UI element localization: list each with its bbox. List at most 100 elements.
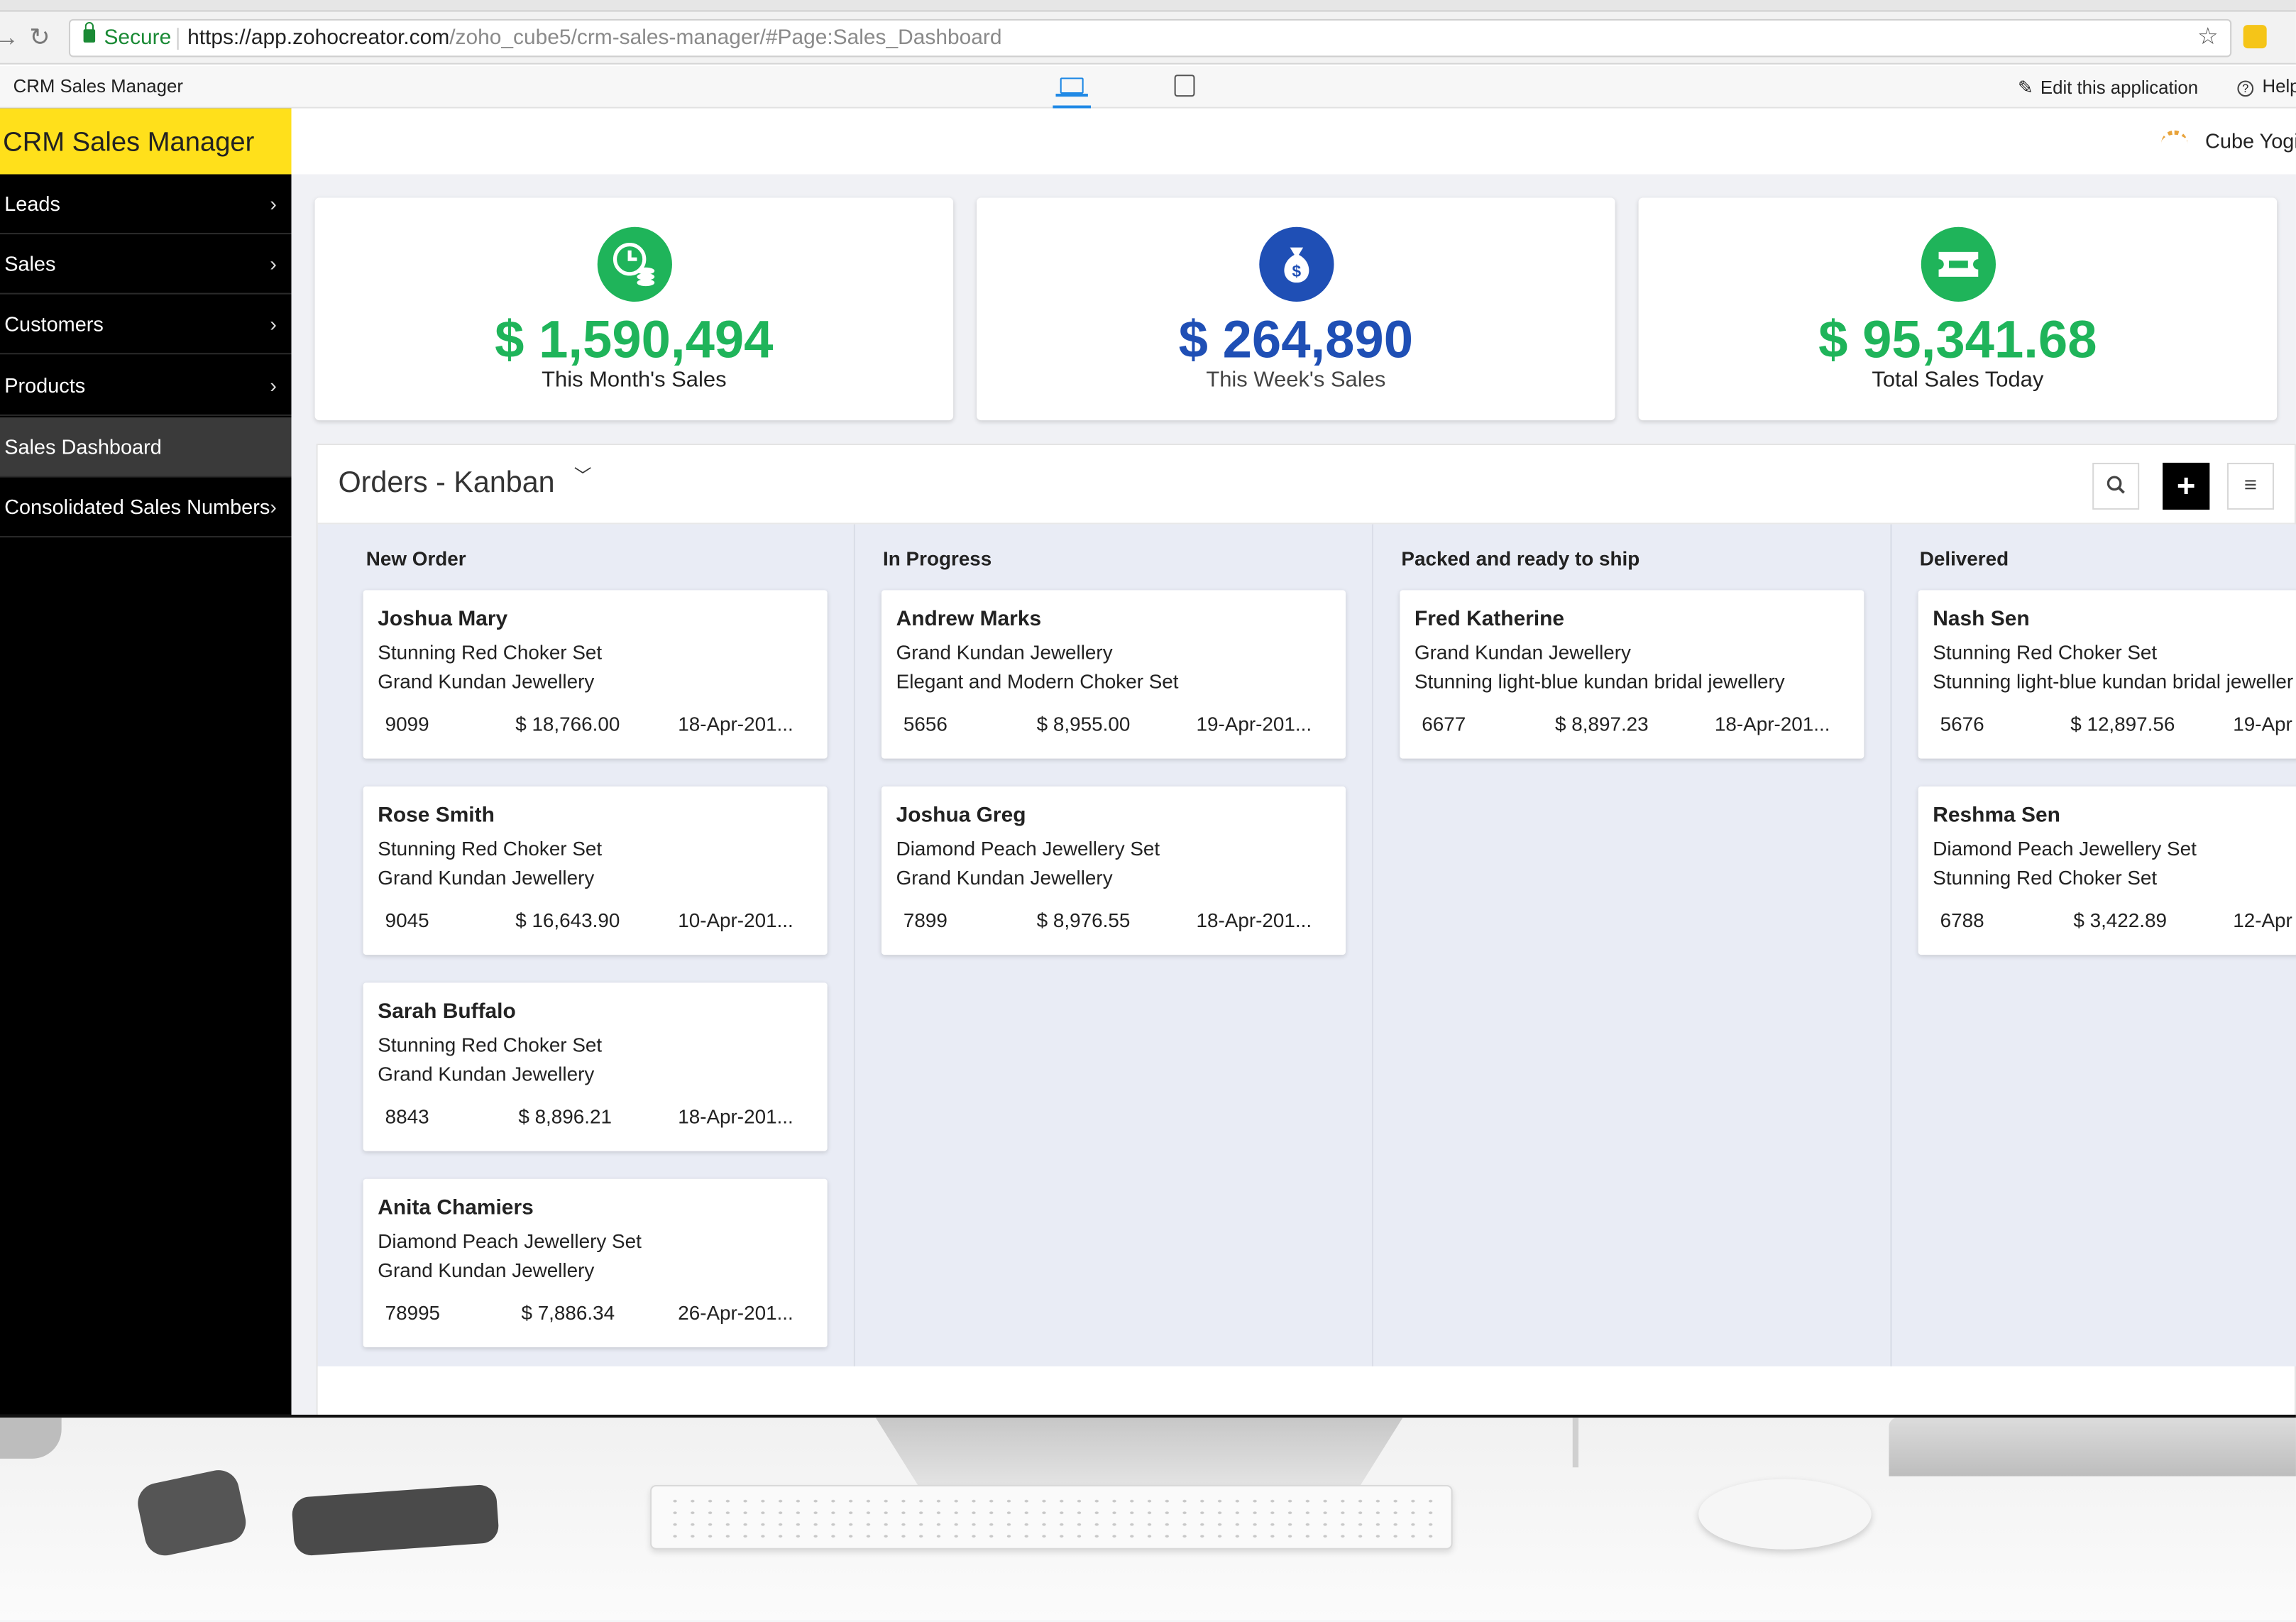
extension-icon[interactable] <box>2243 25 2267 49</box>
tablet-view-icon[interactable] <box>1174 75 1195 97</box>
product-line-2: Grand Kundan Jewellery <box>378 1063 595 1085</box>
order-amount: $ 18,766.00 <box>515 713 620 735</box>
order-card[interactable]: Fred Katherine Grand Kundan Jewellery St… <box>1400 590 1864 759</box>
stat-value: $ 1,590,494 <box>495 309 774 369</box>
customer-name: Andrew Marks <box>896 608 1042 632</box>
keyboard-image <box>650 1484 1453 1550</box>
order-card[interactable]: Andrew Marks Grand Kundan Jewellery Eleg… <box>881 590 1346 759</box>
customer-name: Anita Chamiers <box>378 1196 534 1220</box>
order-id: 6677 <box>1422 713 1466 735</box>
speaker-image <box>0 1418 62 1459</box>
url-text: https://app.zohocreator.com/zoho_cube5/c… <box>187 21 1001 56</box>
user-logo-icon <box>2161 130 2188 146</box>
sidebar-item-sales-dashboard[interactable]: Sales Dashboard <box>0 417 292 478</box>
column-title: New Order <box>366 547 466 570</box>
lock-icon <box>83 21 96 43</box>
stat-label: This Month's Sales <box>542 367 727 393</box>
order-date: 26-Apr-201... <box>678 1302 793 1325</box>
user-name[interactable]: Cube Yogi <box>2205 128 2296 153</box>
order-card[interactable]: Anita Chamiers Diamond Peach Jewellery S… <box>363 1178 828 1348</box>
search-icon <box>2107 476 2125 494</box>
sidebar-item-label: Products <box>4 373 86 398</box>
plus-icon: + <box>2176 467 2196 504</box>
help-icon: ? <box>2237 80 2254 97</box>
order-card[interactable]: Joshua Greg Diamond Peach Jewellery Set … <box>881 786 1346 955</box>
product-line-2: Grand Kundan Jewellery <box>896 867 1113 889</box>
product-line-2: Stunning Red Choker Set <box>1933 867 2158 889</box>
mouse-image <box>1698 1479 1872 1550</box>
stat-value: $ 95,341.68 <box>1818 309 2097 369</box>
clock-coins-icon <box>597 226 672 302</box>
product-line-1: Diamond Peach Jewellery Set <box>378 1230 642 1252</box>
order-id: 7899 <box>903 909 947 932</box>
sidebar-item-leads[interactable]: Leads › <box>0 175 292 235</box>
order-card[interactable]: Nash Sen Stunning Red Choker Set Stunnin… <box>1918 590 2296 759</box>
order-card[interactable]: Rose Smith Stunning Red Choker Set Grand… <box>363 786 828 955</box>
sidebar-brand[interactable]: CRM Sales Manager <box>0 108 292 175</box>
product-line-1: Diamond Peach Jewellery Set <box>1933 838 2197 860</box>
kanban-title[interactable]: Orders - Kanban <box>338 467 555 500</box>
kanban-column-in-progress: In Progress Andrew Marks Grand Kundan Je… <box>855 524 1373 1366</box>
active-device-indicator <box>1053 105 1092 109</box>
sidebar-item-consolidated-sales[interactable]: Consolidated Sales Numbers › <box>0 478 292 538</box>
add-record-button[interactable]: + <box>2163 462 2210 510</box>
column-title: Packed and ready to ship <box>1401 547 1640 570</box>
order-date: 12-Apr <box>2233 909 2292 932</box>
monitor-stand-image <box>875 1418 1403 1485</box>
product-line-2: Stunning light-blue kundan bridal jewell… <box>1414 670 1785 693</box>
sidebar: CRM Sales Manager Leads › Sales › Customer… <box>0 108 292 1415</box>
reload-icon[interactable]: ↻ <box>29 23 50 52</box>
sidebar-item-customers[interactable]: Customers › <box>0 295 292 355</box>
order-amount: $ 8,896.21 <box>518 1105 612 1128</box>
column-title: In Progress <box>883 547 992 570</box>
column-divider <box>853 524 855 1366</box>
kanban-column-new-order: New Order Joshua Mary Stunning Red Choke… <box>317 524 854 1366</box>
customer-name: Sarah Buffalo <box>378 1000 516 1024</box>
watch-image <box>133 1466 250 1560</box>
main-content: Cube Yogi $ 1,590,494 This Month's Sales… <box>291 108 2296 1417</box>
help-link[interactable]: ? Help <box>2237 76 2296 97</box>
order-amount: $ 8,976.55 <box>1036 909 1131 932</box>
kanban-column-packed: Packed and ready to ship Fred Katherine … <box>1373 524 1891 1366</box>
browser-toolbar: → ↻ Secure https://app.zohocreator.com/z… <box>0 0 2296 65</box>
bookmark-star-icon[interactable]: ☆ <box>2197 25 2219 50</box>
browser-tabstrip <box>0 0 2296 12</box>
kanban-column-delivered: Delivered Nash Sen Stunning Red Choker S… <box>1891 524 2296 1366</box>
desktop-view-icon[interactable] <box>1053 75 1092 109</box>
product-line-1: Stunning Red Choker Set <box>378 838 603 860</box>
customer-name: Nash Sen <box>1933 608 2030 632</box>
stat-card-week: $ $ 264,890 This Week's Sales <box>977 197 1615 421</box>
app-title: CRM Sales Manager <box>13 76 183 97</box>
product-line-2: Elegant and Modern Choker Set <box>896 670 1179 693</box>
product-line-2: Grand Kundan Jewellery <box>378 867 595 889</box>
ticket-icon <box>1921 226 1996 302</box>
chevron-down-icon[interactable]: ﹀ <box>573 466 592 486</box>
stat-label: Total Sales Today <box>1872 367 2044 393</box>
customer-name: Rose Smith <box>378 804 495 828</box>
forward-icon[interactable]: → <box>0 23 19 53</box>
edit-application-label: Edit this application <box>2040 77 2199 99</box>
sidebar-item-products[interactable]: Products › <box>0 356 292 416</box>
address-bar[interactable]: Secure https://app.zohocreator.com/zoho_… <box>68 18 2232 57</box>
sidebar-item-label: Leads <box>4 192 60 216</box>
address-separator <box>177 28 179 50</box>
order-amount: $ 8,897.23 <box>1555 713 1649 735</box>
order-id: 5656 <box>903 713 947 735</box>
order-amount: $ 16,643.90 <box>515 909 620 932</box>
menu-button[interactable]: ≡ <box>2226 462 2274 510</box>
order-amount: $ 7,886.34 <box>521 1302 615 1325</box>
help-label: Help <box>2262 76 2295 97</box>
order-card[interactable]: Reshma Sen Diamond Peach Jewellery Set S… <box>1918 786 2296 955</box>
product-line-2: Grand Kundan Jewellery <box>378 670 595 693</box>
product-line-1: Stunning Red Choker Set <box>378 641 603 664</box>
sidebar-item-sales[interactable]: Sales › <box>0 234 292 295</box>
url-path: /zoho_cube5/crm-sales-manager/#Page:Sale… <box>449 26 1002 50</box>
order-card[interactable]: Sarah Buffalo Stunning Red Choker Set Gr… <box>363 982 828 1151</box>
browser-menu-icon[interactable]: ⋮ <box>2287 21 2296 50</box>
order-card[interactable]: Joshua Mary Stunning Red Choker Set Gran… <box>363 590 828 759</box>
url-host: https://app.zohocreator.com <box>187 26 450 50</box>
edit-application-link[interactable]: ✎ Edit this application <box>2018 76 2198 98</box>
search-button[interactable] <box>2092 462 2140 510</box>
order-date: 18-Apr-201... <box>1196 909 1312 932</box>
